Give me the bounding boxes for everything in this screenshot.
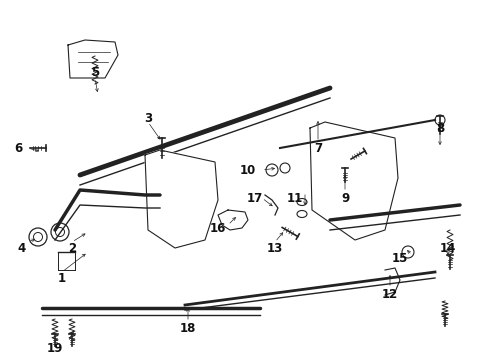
Text: 5: 5 [91,66,99,78]
Text: 13: 13 [266,242,283,255]
Text: 17: 17 [246,192,263,204]
Text: 6: 6 [14,141,22,154]
Text: 19: 19 [47,342,63,355]
Text: 8: 8 [435,122,443,135]
Text: 9: 9 [340,192,348,204]
Text: 4: 4 [18,242,26,255]
Text: 2: 2 [68,242,76,255]
Polygon shape [218,210,247,230]
Polygon shape [68,40,118,78]
Text: 18: 18 [180,321,196,334]
Text: 15: 15 [391,252,407,265]
Text: 10: 10 [240,163,256,176]
Polygon shape [309,122,397,240]
Text: 11: 11 [286,192,303,204]
Polygon shape [145,150,218,248]
Text: 16: 16 [209,221,226,234]
Text: 7: 7 [313,141,322,154]
Text: 12: 12 [381,288,397,302]
Text: 1: 1 [58,271,66,284]
Text: 14: 14 [439,242,455,255]
Text: 3: 3 [143,112,152,125]
